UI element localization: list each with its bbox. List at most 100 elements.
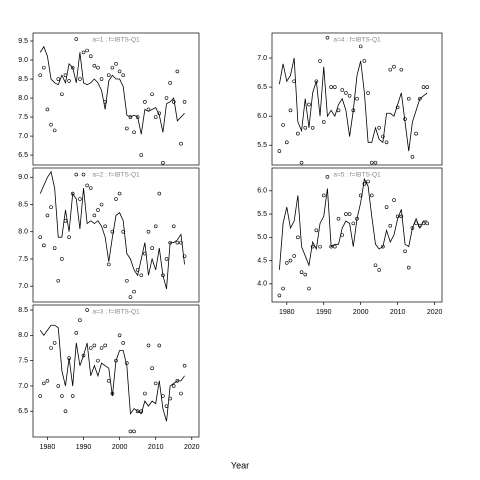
point bbox=[296, 235, 300, 240]
point bbox=[121, 341, 126, 345]
panel bbox=[32, 167, 200, 303]
point bbox=[369, 160, 374, 165]
point bbox=[150, 92, 154, 97]
point bbox=[81, 353, 86, 358]
point bbox=[377, 125, 381, 130]
point bbox=[310, 244, 315, 249]
point bbox=[288, 108, 293, 113]
point bbox=[88, 54, 93, 59]
y-tick-label: 8.5 bbox=[18, 201, 28, 208]
point bbox=[88, 186, 93, 190]
point bbox=[106, 73, 111, 78]
y-tick-label: 9.5 bbox=[18, 38, 28, 45]
point bbox=[96, 208, 100, 212]
strip-label: a=5 : f=IBTS-Q1 bbox=[333, 172, 381, 179]
point bbox=[117, 69, 122, 74]
point bbox=[45, 107, 50, 112]
point bbox=[106, 379, 111, 383]
point bbox=[388, 223, 393, 228]
point bbox=[110, 229, 115, 234]
y-tick-label: 8.5 bbox=[18, 307, 28, 314]
point bbox=[281, 286, 285, 291]
y-tick-label: 5.5 bbox=[257, 142, 267, 149]
point bbox=[161, 394, 165, 398]
line bbox=[39, 170, 185, 290]
point bbox=[60, 394, 64, 398]
point bbox=[157, 343, 162, 348]
point bbox=[403, 249, 407, 254]
point bbox=[99, 77, 104, 81]
point bbox=[179, 391, 183, 396]
point bbox=[157, 191, 162, 196]
point bbox=[284, 261, 289, 265]
y-tick-label: 7.0 bbox=[257, 55, 267, 62]
line bbox=[39, 45, 185, 135]
point bbox=[406, 265, 411, 270]
point bbox=[333, 244, 337, 249]
panel bbox=[271, 32, 443, 166]
point bbox=[92, 63, 97, 68]
y-tick-label: 7.0 bbox=[18, 283, 28, 290]
point bbox=[74, 37, 79, 41]
point bbox=[146, 343, 151, 348]
panel bbox=[32, 32, 200, 166]
point bbox=[139, 273, 144, 278]
point bbox=[143, 391, 147, 396]
point bbox=[299, 160, 304, 165]
point bbox=[153, 224, 158, 229]
point bbox=[85, 183, 89, 188]
point bbox=[399, 67, 404, 72]
point bbox=[103, 224, 107, 229]
point bbox=[81, 50, 86, 55]
point bbox=[78, 197, 82, 201]
point bbox=[366, 179, 370, 184]
point bbox=[182, 254, 187, 259]
strip-label: a=4 : f=IBTS-Q1 bbox=[333, 37, 381, 44]
point bbox=[52, 341, 57, 345]
point bbox=[314, 228, 319, 233]
point bbox=[45, 213, 50, 218]
point bbox=[369, 193, 374, 198]
point bbox=[296, 131, 300, 136]
point bbox=[128, 115, 133, 119]
point bbox=[344, 212, 348, 216]
point bbox=[63, 409, 68, 414]
point bbox=[175, 240, 180, 245]
point bbox=[277, 293, 282, 298]
point bbox=[344, 91, 348, 95]
point bbox=[182, 363, 187, 368]
point bbox=[81, 172, 86, 177]
point bbox=[347, 212, 352, 216]
point bbox=[67, 79, 71, 83]
point bbox=[78, 77, 82, 81]
point bbox=[42, 65, 46, 70]
point bbox=[42, 381, 46, 386]
point bbox=[74, 331, 79, 335]
point bbox=[171, 224, 176, 229]
point bbox=[49, 346, 53, 350]
y-tick-label: 8.0 bbox=[18, 229, 28, 236]
point bbox=[96, 358, 100, 363]
y-tick-label: 8.0 bbox=[18, 95, 28, 102]
panel bbox=[271, 167, 443, 303]
point bbox=[410, 155, 415, 159]
point bbox=[318, 244, 322, 249]
strip-label: a=1 : f=IBTS-Q1 bbox=[92, 37, 140, 44]
point bbox=[143, 100, 147, 104]
point bbox=[38, 394, 43, 398]
point bbox=[99, 346, 104, 350]
point bbox=[38, 73, 43, 78]
x-tick-label: 2020 bbox=[427, 309, 443, 316]
point bbox=[373, 263, 378, 268]
point bbox=[56, 384, 61, 388]
x-tick-label: 1990 bbox=[76, 444, 92, 451]
point bbox=[164, 257, 169, 261]
point bbox=[377, 268, 381, 272]
point bbox=[161, 160, 165, 165]
y-tick-label: 7.5 bbox=[18, 114, 28, 121]
point bbox=[399, 214, 404, 219]
point bbox=[85, 308, 89, 312]
point bbox=[153, 115, 158, 119]
point bbox=[182, 100, 187, 104]
point bbox=[362, 59, 367, 63]
